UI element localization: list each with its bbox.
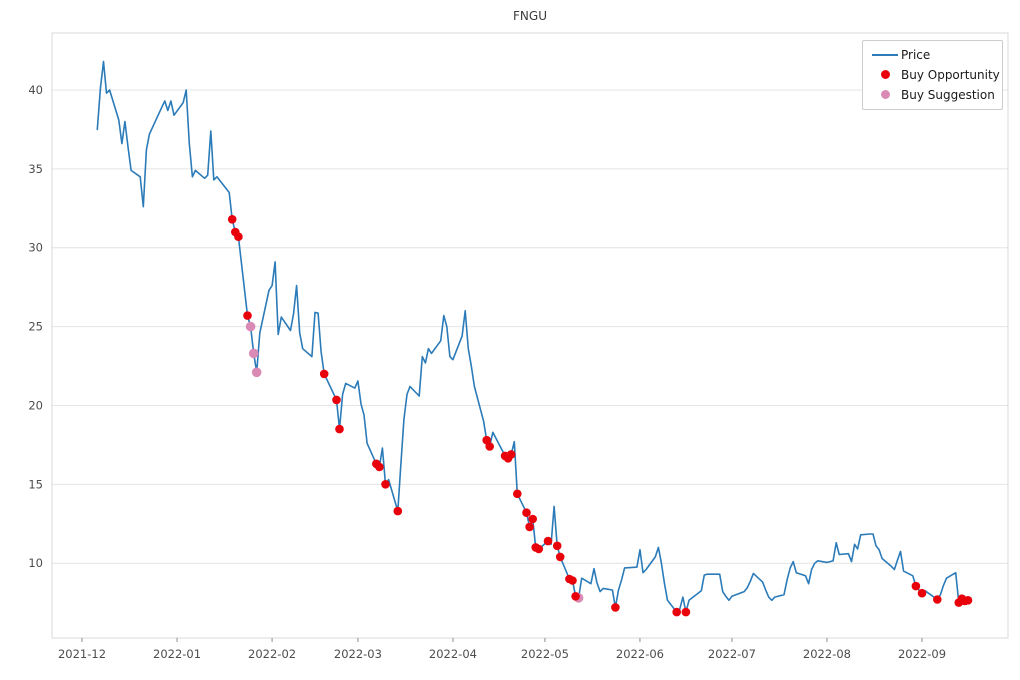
buy-opportunity-dot: [933, 595, 942, 604]
legend-item-buy-suggestion: Buy Suggestion: [869, 86, 995, 103]
buy-opportunity-dot: [485, 442, 495, 451]
legend-item-price: Price: [869, 46, 994, 63]
x-tick-label: 2022-01: [153, 647, 201, 661]
y-tick-label: 15: [28, 477, 43, 491]
buy-opportunity-dot: [534, 544, 544, 554]
buy-opportunity-dot: [681, 607, 691, 617]
x-tick-label: 2022-09: [898, 647, 946, 661]
buy-opportunity-dot: [672, 607, 681, 617]
buy-opportunity-dot: [555, 552, 565, 562]
buy-opportunity-dot: [525, 522, 534, 532]
buy-opportunity-dot: [506, 450, 516, 459]
buy-opportunity-dot: [513, 489, 522, 499]
legend-label-buy-suggestion: Buy Suggestion: [901, 87, 995, 102]
buy-opportunity-dot: [528, 514, 537, 524]
chart-title: FNGU: [513, 9, 547, 23]
buy-opportunity-dot: [234, 232, 243, 241]
buy-opportunity-dot: [243, 311, 252, 320]
buy-opportunity-dot: [522, 508, 531, 517]
legend: Price Buy Opportunity Buy Suggestion: [862, 40, 1003, 110]
y-tick-label: 10: [28, 556, 43, 570]
x-tick-label: 2022-04: [429, 647, 477, 661]
buy-opportunity-dot: [552, 541, 562, 551]
buy-suggestion-dot: [248, 348, 259, 359]
buy-opportunity-dot: [335, 424, 344, 434]
y-tick-label: 30: [28, 241, 43, 255]
x-tick-label: 2021-12: [58, 647, 106, 661]
x-axis: 2021-12 2022-01 2022-02 2022-03 2022-04 2022-…: [58, 638, 946, 661]
legend-label-buy-opportunity: Buy Opportunity: [901, 67, 1000, 82]
plot-border: [51, 32, 1009, 639]
y-tick-label: 25: [28, 320, 43, 334]
buy-opportunity-dot: [319, 369, 329, 379]
buy-opportunity-dot: [332, 395, 341, 405]
x-tick-label: 2022-07: [708, 647, 756, 661]
buy-opportunity-dot: [568, 576, 577, 585]
buy-opportunity-dot: [963, 596, 973, 605]
legend-label-price: Price: [901, 47, 931, 62]
x-tick-label: 2022-08: [803, 647, 851, 661]
x-tick-label: 2022-03: [334, 647, 382, 661]
y-tick-label: 20: [28, 398, 43, 412]
y-axis: 10 15 20 25 30 35 40: [28, 83, 43, 570]
buy-opportunity-dot: [543, 536, 553, 546]
legend-item-buy-opportunity: Buy Opportunity: [869, 66, 1000, 83]
buy-suggestion-dot: [245, 321, 256, 332]
buy-opportunity-dot: [917, 588, 927, 598]
red-dot-icon: [869, 70, 901, 79]
x-tick-label: 2022-06: [616, 647, 664, 661]
buy-opportunity-dot: [375, 462, 384, 472]
y-tick-label: 35: [28, 162, 43, 176]
buy-suggestion-dot: [251, 367, 262, 378]
buy-suggestion-markers: [245, 321, 584, 603]
buy-opportunity-dot: [227, 215, 237, 224]
buy-opportunity-dot: [393, 506, 403, 516]
buy-opportunity-dot: [571, 592, 580, 601]
x-tick-label: 2022-02: [248, 647, 296, 661]
x-tick-label: 2022-05: [521, 647, 569, 661]
buy-opportunity-markers: [227, 215, 973, 617]
buy-opportunity-dot: [911, 581, 921, 591]
buy-opportunity-dot: [381, 480, 390, 489]
y-tick-label: 40: [28, 83, 43, 97]
grid-lines: [52, 89, 1008, 564]
buy-opportunity-dot: [611, 603, 620, 612]
pink-dot-icon: [869, 90, 901, 99]
line-sample-icon: [869, 53, 901, 56]
